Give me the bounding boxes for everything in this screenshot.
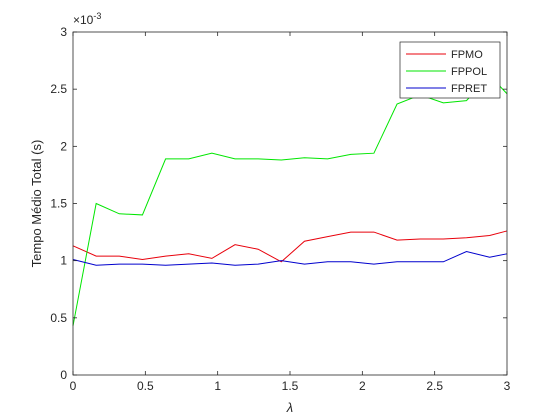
x-tick-label: 0.5 — [137, 379, 154, 393]
series-layer — [72, 74, 508, 326]
y-tick-label: 1.5 — [50, 197, 67, 211]
y-tick-label: 2.5 — [50, 82, 67, 96]
y-tick-label: 0.5 — [50, 311, 67, 325]
x-tick-label: 1.5 — [282, 379, 299, 393]
legend: FPMO FPPOL FPRET — [399, 41, 501, 99]
x-tick-label: 0 — [70, 379, 77, 393]
y-exponent-label: ×10-3 — [73, 11, 101, 27]
y-tick-label: 3 — [60, 25, 67, 39]
x-axis-label: λ — [286, 400, 293, 415]
legend-label-fpmo: FPMO — [451, 49, 483, 61]
y-tick-label: 1 — [60, 254, 67, 268]
legend-box — [399, 41, 501, 99]
y-exponent-power: -3 — [93, 11, 101, 21]
legend-label-fpret: FPRET — [451, 83, 487, 95]
y-tick-label: 2 — [60, 139, 67, 153]
y-exponent-base: ×10 — [73, 13, 94, 27]
legend-label-fppol: FPPOL — [451, 66, 487, 78]
x-tick-label: 2.5 — [426, 379, 443, 393]
y-axis-label: Tempo Médio Total (s) — [29, 140, 44, 268]
series-line-fppol — [72, 74, 508, 326]
ticks-layer: 0 0.5 1 1.5 2 2.5 3 0 0.5 1 1.5 2 2.5 3 — [50, 25, 510, 393]
series-line-fpret — [72, 250, 508, 266]
x-tick-label: 2 — [359, 379, 366, 393]
x-tick-label: 1 — [214, 379, 221, 393]
series-line-fpmo — [72, 230, 508, 263]
y-tick-label: 0 — [60, 368, 67, 382]
x-tick-label: 3 — [504, 379, 511, 393]
